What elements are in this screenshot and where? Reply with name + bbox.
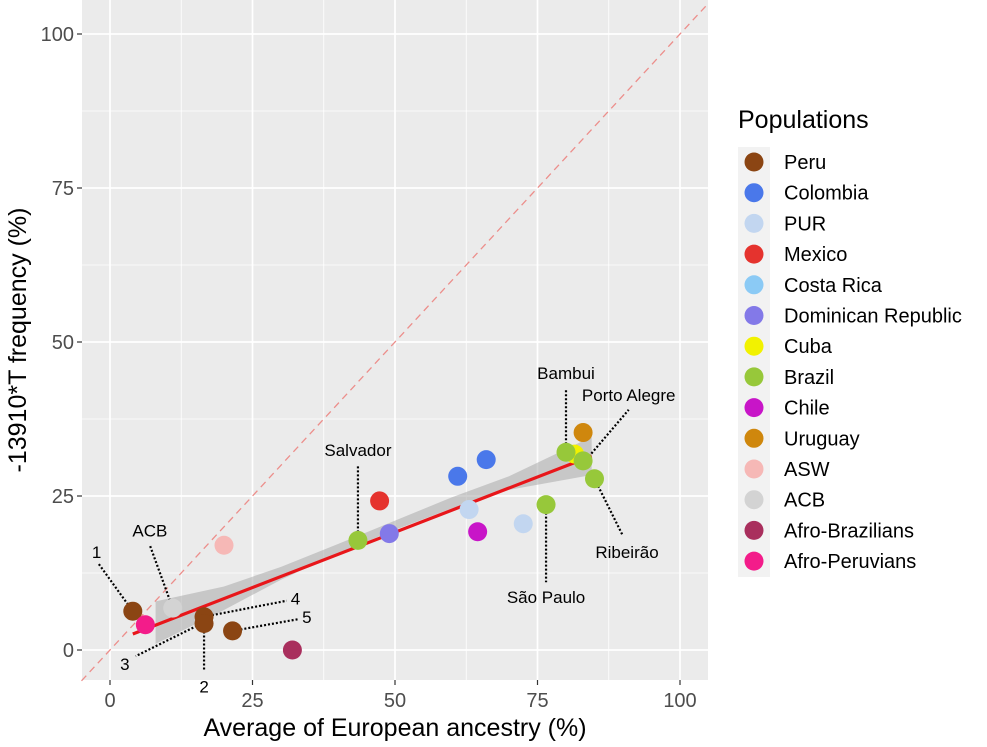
annotation-label: 4	[291, 590, 300, 609]
data-point	[459, 500, 479, 520]
x-axis-title: Average of European ancestry (%)	[203, 714, 586, 742]
annotation-label: São Paulo	[507, 588, 585, 607]
legend-key	[744, 275, 764, 295]
legend-label: Mexico	[784, 244, 847, 266]
data-point	[379, 524, 399, 544]
confidence-band	[155, 436, 592, 644]
legend-key	[744, 244, 764, 264]
annotation-label: 2	[199, 678, 208, 697]
data-point	[573, 423, 593, 443]
identity-line-layer	[81, 2, 709, 682]
y-axis-title: -13910*T frequency (%)	[4, 208, 32, 473]
legend-title: Populations	[738, 106, 869, 134]
y-axis: 0 25 50 75 100	[41, 24, 82, 662]
x-axis: 0 25 50 75 100	[104, 680, 697, 712]
x-tick-label: 50	[384, 690, 406, 712]
legend-key	[744, 336, 764, 356]
legend-key	[744, 183, 764, 203]
legend-key-background	[738, 147, 770, 577]
data-point	[448, 466, 468, 486]
data-point	[163, 598, 183, 618]
annotation-label: Porto Alegre	[582, 386, 676, 405]
identity-line	[81, 2, 709, 682]
data-point	[476, 450, 496, 470]
data-point	[585, 469, 604, 489]
legend-key	[744, 520, 764, 540]
data-point	[135, 615, 155, 635]
annotation-label: Salvador	[324, 441, 391, 460]
legend-label: Cuba	[784, 336, 833, 358]
legend: Peru Colombia PUR Mexico Costa Rica Dominican…	[744, 152, 962, 573]
x-tick-label: 25	[241, 690, 263, 712]
data-point	[556, 442, 576, 462]
annotation-label: 3	[120, 655, 129, 674]
data-point	[223, 621, 243, 641]
legend-key	[744, 398, 764, 418]
confidence-band-layer	[155, 436, 592, 644]
annotation-leader	[97, 563, 134, 612]
legend-key	[744, 428, 764, 448]
legend-key	[744, 551, 764, 571]
legend-label: Uruguay	[784, 428, 860, 450]
legend-label: Costa Rica	[784, 275, 883, 297]
data-point	[573, 451, 593, 471]
data-point	[370, 491, 390, 511]
annotation-label: 1	[92, 543, 101, 562]
legend-key	[744, 306, 764, 325]
annotation-leader	[148, 544, 174, 609]
legend-label: Chile	[784, 398, 830, 420]
data-point	[468, 522, 488, 542]
legend-label: Peru	[784, 152, 826, 174]
annotation-label: 5	[302, 608, 311, 627]
data-point	[194, 614, 214, 634]
legend-key	[744, 459, 764, 479]
legend-key	[744, 367, 764, 387]
annotation-label: Bambui	[537, 364, 595, 383]
y-tick-label: 25	[52, 486, 74, 508]
annotation-label: ACB	[132, 521, 167, 540]
data-point	[513, 514, 533, 534]
y-tick-label: 50	[52, 332, 74, 354]
x-tick-label: 0	[104, 690, 115, 712]
annotation-label: Ribeirão	[595, 543, 658, 562]
x-tick-label: 75	[526, 690, 548, 712]
data-point	[214, 535, 234, 555]
data-point	[123, 601, 143, 621]
legend-label: Brazil	[784, 367, 834, 389]
legend-label: Afro-Brazilians	[784, 520, 914, 542]
annotation-leader	[135, 621, 205, 658]
y-tick-label: 75	[52, 178, 74, 200]
annotation-labels: 1 2 3 45 ACB Salvador São Paulo Bambui Porto Ale…	[92, 364, 676, 696]
legend-label: Dominican Republic	[784, 306, 962, 328]
x-tick-label: 100	[663, 690, 696, 712]
legend-label: ACB	[784, 490, 825, 512]
y-tick-label: 0	[63, 640, 74, 662]
legend-label: ASW	[784, 459, 830, 481]
legend-label: Colombia	[784, 183, 869, 205]
data-points	[123, 423, 604, 660]
y-tick-label: 100	[41, 24, 74, 46]
data-point	[282, 640, 302, 660]
legend-key	[744, 490, 764, 510]
legend-label: PUR	[784, 213, 826, 235]
legend-label: Afro-Peruvians	[784, 551, 916, 573]
legend-key	[744, 213, 764, 233]
legend-key	[744, 152, 764, 172]
data-point	[536, 495, 556, 515]
annotation-leader	[593, 478, 624, 537]
annotation-leaders	[97, 388, 630, 672]
major-gridlines	[82, 0, 708, 680]
annotation-leader	[232, 618, 299, 632]
data-point	[348, 530, 368, 550]
